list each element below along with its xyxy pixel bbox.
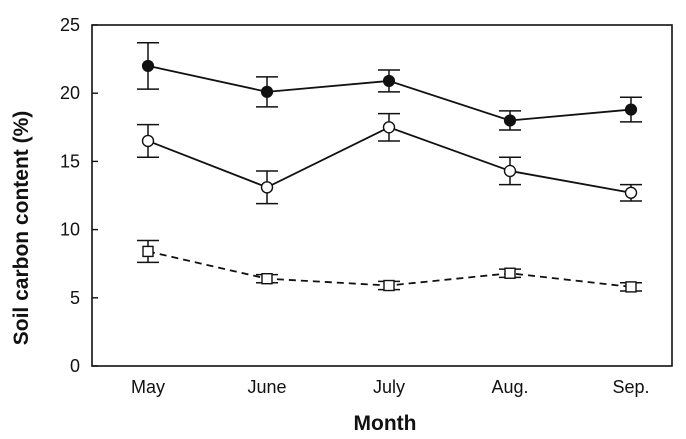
data-point (625, 281, 637, 293)
data-point (141, 59, 155, 73)
x-tick-label: Sep. (612, 377, 649, 397)
data-point (503, 164, 517, 178)
data-point (260, 85, 274, 98)
series-group (137, 41, 642, 293)
y-tick-label: 15 (60, 151, 80, 171)
y-axis-ticks: 0 5 10 15 20 25 (60, 15, 98, 376)
plot-frame (91, 24, 673, 367)
data-point (382, 121, 396, 134)
y-tick-label: 5 (70, 288, 80, 308)
data-point (383, 279, 395, 292)
x-tick-label: June (247, 377, 286, 397)
data-point (382, 74, 396, 88)
data-point (504, 267, 516, 279)
series-3 (137, 239, 642, 293)
x-tick-label: May (131, 377, 165, 397)
data-point (141, 134, 155, 148)
series-2 (137, 112, 642, 205)
data-point (261, 273, 273, 285)
data-point (624, 186, 638, 199)
y-axis-title: Soil carbon content (%) (10, 111, 33, 346)
series-1 (137, 41, 642, 131)
data-point (624, 103, 638, 116)
y-tick-label: 20 (60, 83, 80, 103)
data-point (260, 181, 274, 194)
x-axis-title: Month (354, 412, 417, 435)
y-tick-label: 25 (60, 15, 80, 35)
data-point (142, 245, 154, 258)
y-tick-label: 10 (60, 220, 80, 240)
x-tick-label: July (373, 377, 405, 397)
plot-border (91, 24, 673, 367)
y-tick-label: 0 (70, 356, 80, 376)
data-point (503, 114, 517, 127)
x-tick-label: Aug. (491, 377, 528, 397)
x-axis-ticks: May June July Aug. Sep. (131, 377, 650, 397)
